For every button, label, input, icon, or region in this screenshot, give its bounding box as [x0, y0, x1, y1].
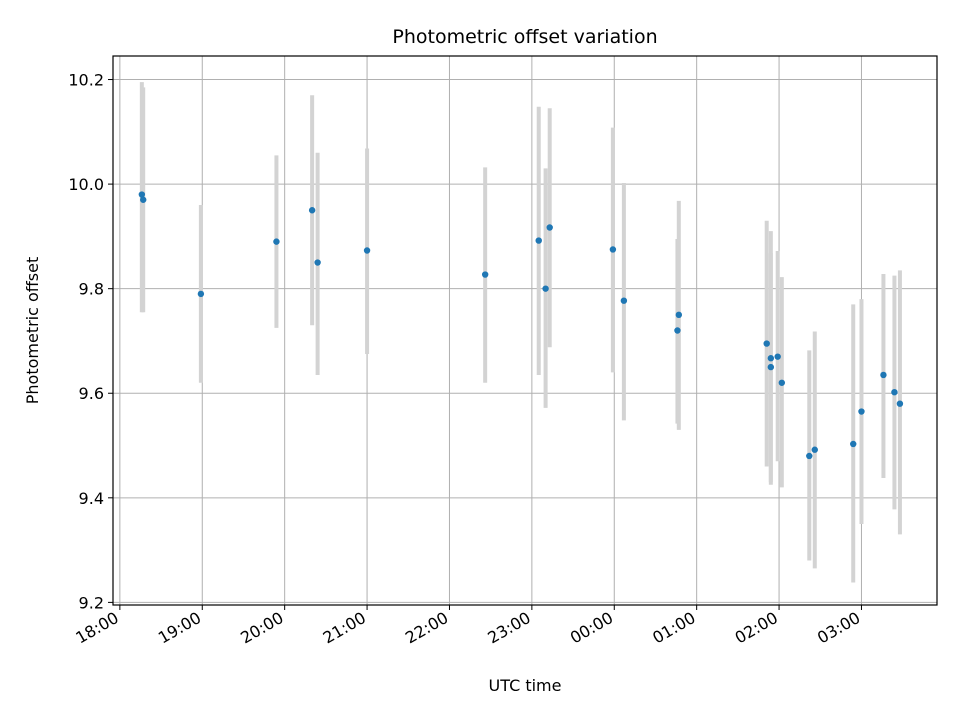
y-tick-label: 9.2: [79, 593, 104, 612]
data-point: [314, 259, 321, 266]
data-point: [197, 290, 205, 298]
data-point: [308, 207, 316, 214]
data-point: [767, 355, 775, 362]
data-point: [675, 311, 683, 319]
y-tick-label: 10.0: [68, 175, 104, 194]
data-point: [880, 371, 887, 379]
x-axis-title: UTC time: [489, 676, 562, 695]
y-axis-title: Photometric offset: [23, 257, 42, 405]
data-point: [858, 408, 865, 415]
data-point: [774, 353, 781, 360]
data-point: [609, 246, 617, 253]
y-tick-layer: 9.2 9.4 9.6 9.8 10.0 10.2: [68, 71, 113, 612]
data-point: [674, 327, 681, 334]
y-tick-label: 9.4: [79, 489, 104, 508]
data-point: [535, 237, 542, 244]
data-point: [778, 379, 786, 386]
y-tick-label: 10.2: [68, 71, 104, 90]
data-point: [620, 297, 628, 304]
data-point: [546, 224, 553, 231]
data-point: [767, 363, 775, 371]
data-point: [806, 452, 813, 460]
plot-frame: [112, 55, 938, 606]
data-point: [896, 400, 904, 407]
data-point: [891, 388, 898, 396]
data-point: [811, 446, 818, 453]
chart-title: Photometric offset variation: [392, 26, 657, 48]
data-point: [481, 271, 489, 278]
data-point: [138, 191, 146, 198]
data-point: [363, 247, 371, 254]
y-tick-label: 9.6: [79, 384, 104, 403]
data-point: [850, 440, 857, 448]
data-point: [273, 238, 280, 245]
point-layer: [138, 191, 904, 460]
data-point: [763, 340, 770, 347]
y-tick-label: 9.8: [79, 280, 104, 299]
data-point: [542, 285, 549, 292]
data-point: [140, 196, 147, 203]
